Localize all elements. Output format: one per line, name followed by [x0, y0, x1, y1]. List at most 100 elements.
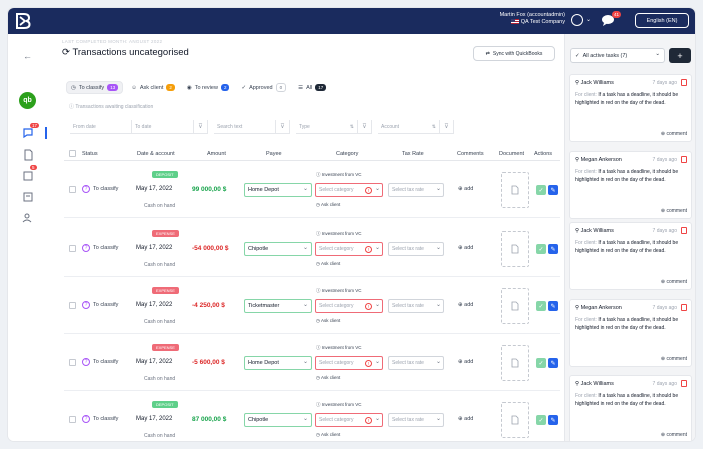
- payee-select[interactable]: Chipotle: [244, 242, 312, 256]
- report-icon[interactable]: [22, 191, 34, 203]
- payee-select[interactable]: Chipotle: [244, 413, 312, 427]
- tab-to-review[interactable]: ◉ To review 2: [183, 82, 234, 93]
- sync-quickbooks-button[interactable]: ⇄ Sync with QuickBooks: [473, 46, 555, 61]
- edit-button[interactable]: ✎: [548, 185, 558, 195]
- ask-client-link[interactable]: ◷ Ask client: [316, 261, 340, 267]
- filter-icon[interactable]: ⊽: [358, 120, 372, 134]
- user-info[interactable]: Martin Fox (accountadmin) QA Test Compan…: [500, 12, 565, 26]
- chat-nav-icon[interactable]: [22, 127, 34, 139]
- row-checkbox[interactable]: [69, 416, 76, 423]
- row-checkbox[interactable]: [69, 359, 76, 366]
- add-comment-button[interactable]: ⊕ add: [458, 359, 473, 365]
- add-comment-button[interactable]: ⊕ add: [458, 186, 473, 192]
- tax-rate-select[interactable]: Select tax rate: [388, 413, 444, 427]
- filter-icon[interactable]: ⊽: [276, 120, 290, 134]
- refresh-icon[interactable]: ⟳: [62, 47, 70, 58]
- approve-button[interactable]: ✓: [536, 244, 546, 254]
- comment-button[interactable]: ⊕ comment: [661, 279, 687, 285]
- app-frame: Martin Fox (accountadmin) QA Test Compan…: [8, 8, 695, 441]
- to-date-filter[interactable]: To date: [132, 120, 194, 134]
- approve-button[interactable]: ✓: [536, 301, 546, 311]
- ask-client-link[interactable]: ◷ Ask client: [316, 375, 340, 381]
- add-comment-label: add: [464, 302, 474, 308]
- chevron-down-icon[interactable]: ⌄: [585, 17, 591, 23]
- tasks-icon[interactable]: [22, 170, 34, 182]
- globe-icon[interactable]: [571, 14, 583, 26]
- filter-icon[interactable]: ⊽: [440, 120, 454, 134]
- filter-icon[interactable]: ⊽: [194, 120, 208, 134]
- comment-button[interactable]: ⊕ comment: [661, 356, 687, 362]
- tasks-filter-dropdown[interactable]: ✓ All active tasks (7) ⌄: [570, 48, 665, 63]
- type-select[interactable]: Type ⇅: [296, 120, 358, 134]
- category-hint: ⓘ Investment from VC: [316, 288, 362, 294]
- tab-to-classify[interactable]: ◷ To classify 13: [66, 81, 124, 94]
- category-select[interactable]: Select category!: [315, 299, 383, 313]
- category-select[interactable]: Select category!: [315, 183, 383, 197]
- category-select[interactable]: Select category!: [315, 242, 383, 256]
- tax-rate-select[interactable]: Select tax rate: [388, 299, 444, 313]
- col-date-account: Date & account: [137, 151, 175, 157]
- document-upload[interactable]: [501, 402, 529, 438]
- plus-circle-icon: ⊕: [660, 208, 667, 214]
- category-select[interactable]: Select category!: [315, 356, 383, 370]
- task-card[interactable]: ⚲ Megan Ankerson 7 days ago For client: If…: [569, 299, 692, 367]
- document-upload[interactable]: [501, 172, 529, 208]
- payee-select[interactable]: Home Depot: [244, 356, 312, 370]
- quickbooks-icon[interactable]: qb: [19, 92, 36, 109]
- tab-all[interactable]: ☰ All 17: [294, 82, 330, 93]
- transaction-date: May 17, 2022: [136, 186, 173, 192]
- account-select[interactable]: Account ⇅: [378, 120, 440, 134]
- document-upload[interactable]: [501, 231, 529, 267]
- tax-rate-select[interactable]: Select tax rate: [388, 183, 444, 197]
- tab-ask-client[interactable]: ☺ Ask client 2: [127, 82, 179, 93]
- app-logo-icon[interactable]: [13, 11, 33, 31]
- comment-button[interactable]: ⊕ comment: [661, 131, 687, 137]
- payee-select[interactable]: Home Depot: [244, 183, 312, 197]
- add-comment-button[interactable]: ⊕ add: [458, 416, 473, 422]
- search-input[interactable]: Search text: [214, 120, 276, 134]
- ask-client-link[interactable]: ◷ Ask client: [316, 318, 340, 324]
- trash-icon[interactable]: [681, 380, 687, 387]
- trash-icon[interactable]: [681, 227, 687, 234]
- tab-approved[interactable]: ✓ Approved 0: [237, 81, 290, 94]
- category-select[interactable]: Select category!: [315, 413, 383, 427]
- task-card[interactable]: ⚲ Megan Ankerson 7 days ago For client: If…: [569, 151, 692, 219]
- add-comment-button[interactable]: ⊕ add: [458, 302, 473, 308]
- add-task-button[interactable]: +: [669, 48, 691, 63]
- document-upload[interactable]: [501, 345, 529, 381]
- approve-button[interactable]: ✓: [536, 415, 546, 425]
- trash-icon[interactable]: [681, 79, 687, 86]
- row-checkbox[interactable]: [69, 245, 76, 252]
- task-card[interactable]: ⚲ Jack Williams 7 days ago For client: If …: [569, 222, 692, 290]
- edit-button[interactable]: ✎: [548, 301, 558, 311]
- document-icon[interactable]: [22, 149, 34, 161]
- trash-icon[interactable]: [681, 156, 687, 163]
- ask-client-link[interactable]: ◷ Ask client: [316, 432, 340, 438]
- document-upload[interactable]: [501, 288, 529, 324]
- tax-rate-select[interactable]: Select tax rate: [388, 356, 444, 370]
- row-checkbox[interactable]: [69, 186, 76, 193]
- users-icon[interactable]: [22, 212, 34, 224]
- comment-button[interactable]: ⊕ comment: [661, 208, 687, 214]
- language-selector[interactable]: English (EN): [635, 13, 689, 28]
- edit-button[interactable]: ✎: [548, 244, 558, 254]
- chat-icon[interactable]: [601, 14, 615, 26]
- task-text: For client: If a task has a deadline, it…: [575, 92, 688, 107]
- payee-select[interactable]: Ticketmaster: [244, 299, 312, 313]
- select-all-checkbox[interactable]: [69, 150, 76, 157]
- from-date-filter[interactable]: From date: [70, 120, 132, 134]
- alert-icon: !: [365, 417, 372, 424]
- approve-button[interactable]: ✓: [536, 358, 546, 368]
- trash-icon[interactable]: [681, 304, 687, 311]
- ask-client-link[interactable]: ◷ Ask client: [316, 202, 340, 208]
- task-card[interactable]: ⚲ Jack Williams 7 days ago For client: If …: [569, 74, 692, 142]
- edit-button[interactable]: ✎: [548, 415, 558, 425]
- row-checkbox[interactable]: [69, 302, 76, 309]
- task-card[interactable]: ⚲ Jack Williams 7 days ago For client: If …: [569, 375, 692, 441]
- approve-button[interactable]: ✓: [536, 185, 546, 195]
- add-comment-button[interactable]: ⊕ add: [458, 245, 473, 251]
- tax-rate-select[interactable]: Select tax rate: [388, 242, 444, 256]
- comment-button[interactable]: ⊕ comment: [661, 432, 687, 438]
- edit-button[interactable]: ✎: [548, 358, 558, 368]
- back-arrow-icon[interactable]: ←: [23, 51, 32, 61]
